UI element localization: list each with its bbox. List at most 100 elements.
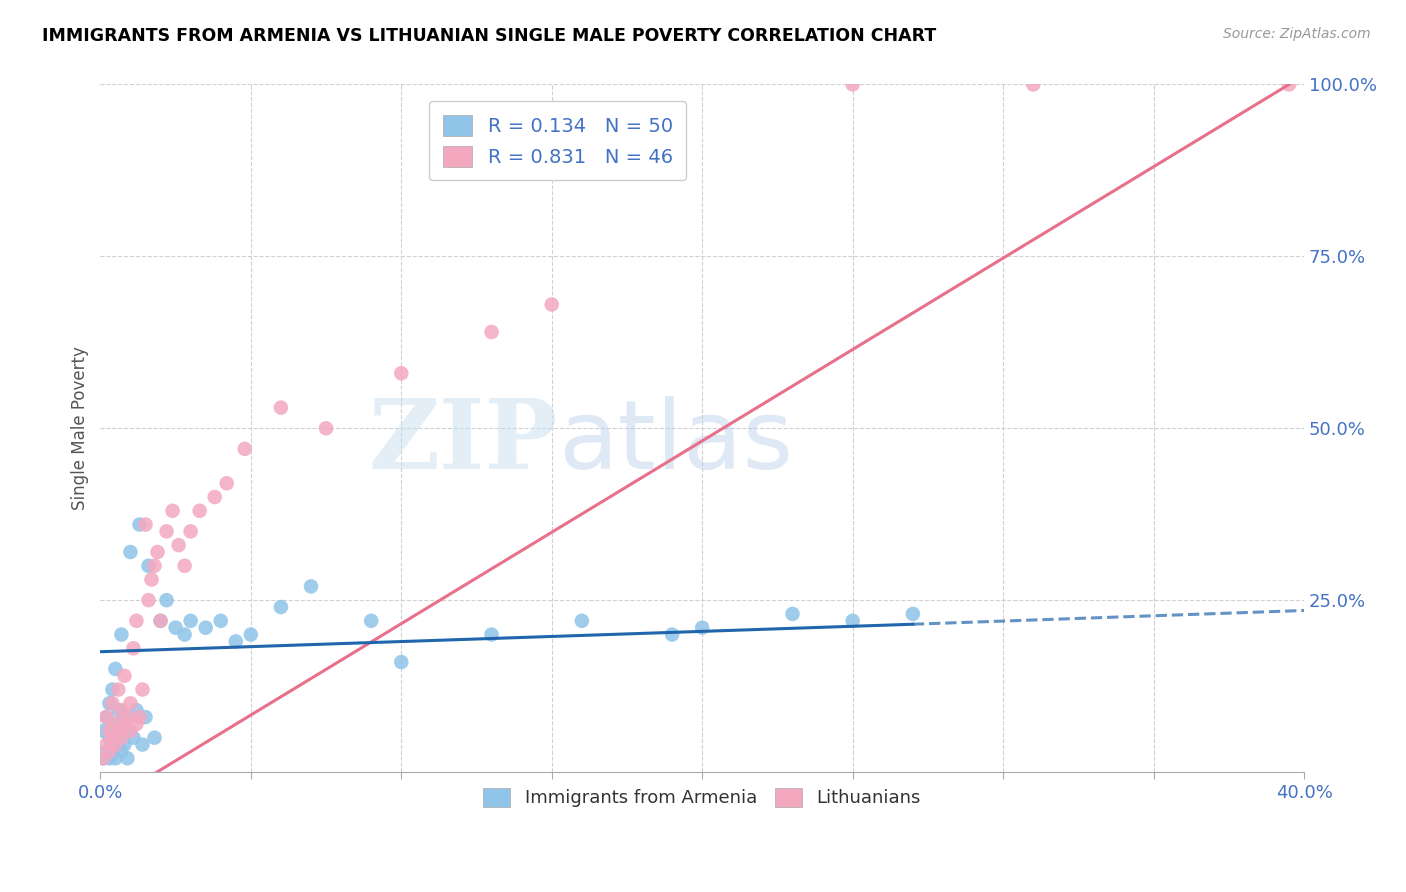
Point	[93, 751, 115, 765]
Point	[110, 703, 132, 717]
Point	[188, 504, 211, 518]
Text: Source: ZipAtlas.com: Source: ZipAtlas.com	[1223, 27, 1371, 41]
Legend: Immigrants from Armenia, Lithuanians: Immigrants from Armenia, Lithuanians	[477, 780, 928, 814]
Point	[233, 442, 256, 456]
Point	[112, 738, 135, 752]
Point	[389, 366, 412, 380]
Point	[299, 579, 322, 593]
Point	[110, 717, 132, 731]
Point	[122, 731, 145, 745]
Point	[93, 723, 115, 738]
Point	[138, 558, 160, 573]
Point	[481, 627, 503, 641]
Point	[107, 703, 129, 717]
Point	[782, 607, 804, 621]
Point	[110, 627, 132, 641]
Point	[165, 621, 187, 635]
Point	[98, 723, 121, 738]
Point	[107, 682, 129, 697]
Point	[204, 490, 226, 504]
Point	[134, 710, 156, 724]
Point	[98, 751, 121, 765]
Point	[104, 662, 127, 676]
Point	[128, 517, 150, 532]
Point	[173, 627, 195, 641]
Point	[98, 731, 121, 745]
Point	[98, 744, 121, 758]
Point	[131, 682, 153, 697]
Point	[96, 710, 118, 724]
Point	[93, 751, 115, 765]
Point	[162, 504, 184, 518]
Point	[143, 731, 166, 745]
Point	[149, 614, 172, 628]
Point	[841, 614, 863, 628]
Point	[107, 723, 129, 738]
Point	[117, 723, 139, 738]
Point	[120, 545, 142, 559]
Point	[571, 614, 593, 628]
Point	[125, 614, 148, 628]
Point	[215, 476, 238, 491]
Text: atlas: atlas	[558, 395, 793, 489]
Point	[173, 558, 195, 573]
Point	[540, 297, 562, 311]
Point	[134, 517, 156, 532]
Point	[270, 401, 292, 415]
Point	[315, 421, 337, 435]
Point	[225, 634, 247, 648]
Point	[98, 696, 121, 710]
Point	[96, 738, 118, 752]
Point	[270, 600, 292, 615]
Point	[101, 717, 124, 731]
Point	[101, 682, 124, 697]
Point	[104, 751, 127, 765]
Point	[96, 744, 118, 758]
Point	[125, 717, 148, 731]
Point	[101, 744, 124, 758]
Point	[901, 607, 924, 621]
Point	[141, 573, 163, 587]
Point	[128, 710, 150, 724]
Point	[96, 710, 118, 724]
Point	[180, 614, 202, 628]
Point	[149, 614, 172, 628]
Point	[194, 621, 217, 635]
Point	[155, 593, 177, 607]
Point	[112, 669, 135, 683]
Point	[690, 621, 713, 635]
Point	[209, 614, 232, 628]
Point	[122, 641, 145, 656]
Point	[841, 78, 863, 92]
Point	[143, 558, 166, 573]
Point	[117, 751, 139, 765]
Point	[180, 524, 202, 539]
Point	[117, 710, 139, 724]
Point	[110, 744, 132, 758]
Point	[167, 538, 190, 552]
Point	[125, 703, 148, 717]
Point	[104, 723, 127, 738]
Point	[1022, 78, 1045, 92]
Point	[155, 524, 177, 539]
Point	[112, 717, 135, 731]
Point	[104, 717, 127, 731]
Point	[481, 325, 503, 339]
Point	[131, 738, 153, 752]
Point	[101, 696, 124, 710]
Y-axis label: Single Male Poverty: Single Male Poverty	[72, 346, 89, 510]
Point	[112, 710, 135, 724]
Point	[1278, 78, 1301, 92]
Point	[120, 723, 142, 738]
Point	[138, 593, 160, 607]
Point	[107, 738, 129, 752]
Text: IMMIGRANTS FROM ARMENIA VS LITHUANIAN SINGLE MALE POVERTY CORRELATION CHART: IMMIGRANTS FROM ARMENIA VS LITHUANIAN SI…	[42, 27, 936, 45]
Point	[360, 614, 382, 628]
Point	[104, 738, 127, 752]
Point	[661, 627, 683, 641]
Text: ZIP: ZIP	[368, 395, 558, 489]
Point	[146, 545, 169, 559]
Point	[110, 731, 132, 745]
Point	[239, 627, 262, 641]
Point	[389, 655, 412, 669]
